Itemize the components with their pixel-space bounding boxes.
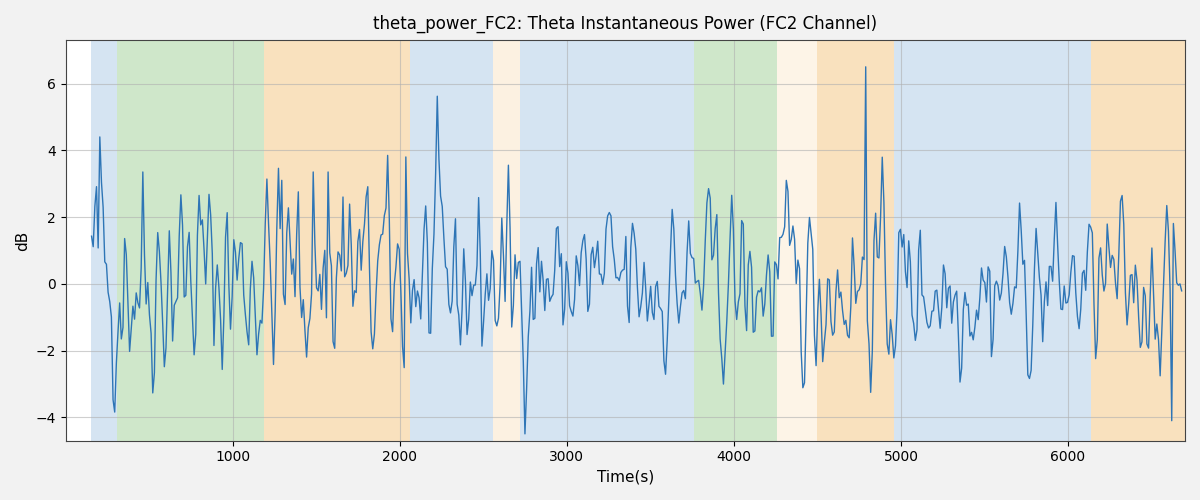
Bar [894, 40, 1092, 440]
Bar [1092, 40, 1186, 440]
Bar [118, 40, 264, 440]
Bar [694, 40, 778, 440]
Title: theta_power_FC2: Theta Instantaneous Power (FC2 Channel): theta_power_FC2: Theta Instantaneous Pow… [373, 15, 877, 34]
Bar [264, 40, 410, 440]
Bar [778, 40, 817, 440]
Bar [91, 40, 118, 440]
Bar [817, 40, 894, 440]
Y-axis label: dB: dB [16, 230, 30, 250]
Bar [493, 40, 520, 440]
Bar [680, 40, 694, 440]
Bar [410, 40, 493, 440]
Bar [520, 40, 680, 440]
X-axis label: Time(s): Time(s) [596, 470, 654, 485]
